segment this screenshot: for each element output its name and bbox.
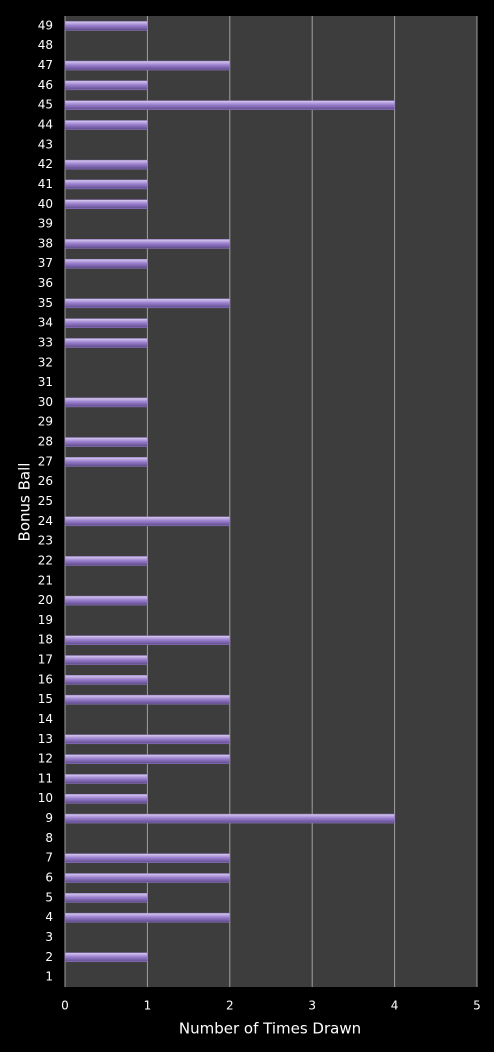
y-tick-label: 16 [38,672,53,686]
bar [64,635,231,645]
x-tick-label: 1 [144,999,152,1013]
bar [64,873,231,883]
y-tick-label: 24 [38,514,53,528]
y-tick-label: 11 [38,771,53,785]
bar [64,516,231,527]
y-tick-label: 10 [38,791,53,805]
y-tick-label: 13 [38,732,53,746]
y-tick-label: 35 [38,296,53,310]
y-tick-label: 38 [38,236,53,250]
bar [64,952,148,963]
bar [64,338,148,348]
bar [64,556,148,566]
bar [64,437,148,447]
bar [64,675,148,685]
y-tick-label: 8 [45,831,53,845]
bar [64,179,148,190]
bar [64,120,148,130]
x-tick-label: 5 [473,999,481,1013]
bar [64,199,148,210]
bar [64,80,148,91]
y-tick-label: 14 [38,712,53,726]
y-tick-label: 26 [38,474,53,488]
y-tick-label: 3 [45,930,53,944]
y-tick-label: 25 [38,494,53,508]
y-tick-label: 29 [38,415,53,429]
x-axis-title: Number of Times Drawn [179,1020,361,1038]
y-tick-label: 17 [38,653,53,667]
bar [64,100,395,110]
y-tick-label: 21 [38,573,53,587]
y-tick-label: 18 [38,633,53,647]
y-tick-label: 12 [38,752,53,766]
y-tick-label: 9 [45,811,53,825]
bar [64,258,148,269]
bar [64,21,148,31]
y-tick-label: 36 [38,276,53,290]
y-tick-label: 28 [38,435,53,449]
bar [64,793,148,804]
y-tick-label: 33 [38,335,53,349]
x-tick-label: 3 [308,999,316,1013]
y-axis-title: Bonus Ball [16,463,34,542]
y-tick-label: 39 [38,217,53,231]
bar [64,159,148,170]
bar [64,912,231,923]
bar [64,774,148,784]
bar [64,595,148,606]
bar [64,754,231,764]
y-tick-label: 31 [38,375,53,389]
y-tick-label: 27 [38,454,53,468]
bar [64,694,231,705]
y-tick-label: 19 [38,613,53,627]
bar [64,734,231,745]
y-tick-label: 40 [38,197,53,211]
y-tick-label: 34 [38,316,53,330]
plot-area [65,16,477,987]
y-tick-label: 2 [45,950,53,964]
y-tick-label: 44 [38,117,53,131]
bar [64,457,148,467]
y-tick-label: 22 [38,553,53,567]
bar [64,655,148,665]
bar [64,853,231,863]
y-tick-label: 1 [45,970,53,984]
y-tick-label: 42 [38,157,53,171]
y-tick-label: 5 [45,890,53,904]
bar [64,397,148,408]
x-tick-label: 2 [226,999,234,1013]
bar [64,239,231,249]
x-tick-label: 0 [61,999,69,1013]
y-tick-label: 4 [45,910,53,924]
y-tick-label: 41 [38,177,53,191]
bar [64,813,395,824]
y-tick-label: 30 [38,395,53,409]
y-tick-label: 37 [38,256,53,270]
y-tick-label: 23 [38,534,53,548]
y-tick-label: 32 [38,355,53,369]
y-tick-label: 6 [45,871,53,885]
y-tick-label: 47 [38,58,53,72]
x-tick-label: 4 [391,999,399,1013]
y-tick-label: 43 [38,137,53,151]
bar [64,318,148,328]
y-tick-label: 49 [38,18,53,32]
bar [64,60,231,71]
y-tick-label: 45 [38,98,53,112]
bar [64,893,148,903]
y-tick-label: 15 [38,692,53,706]
y-tick-label: 20 [38,593,53,607]
y-tick-label: 48 [38,38,53,52]
bar [64,298,231,309]
y-tick-label: 46 [38,78,53,92]
y-tick-label: 7 [45,851,53,865]
